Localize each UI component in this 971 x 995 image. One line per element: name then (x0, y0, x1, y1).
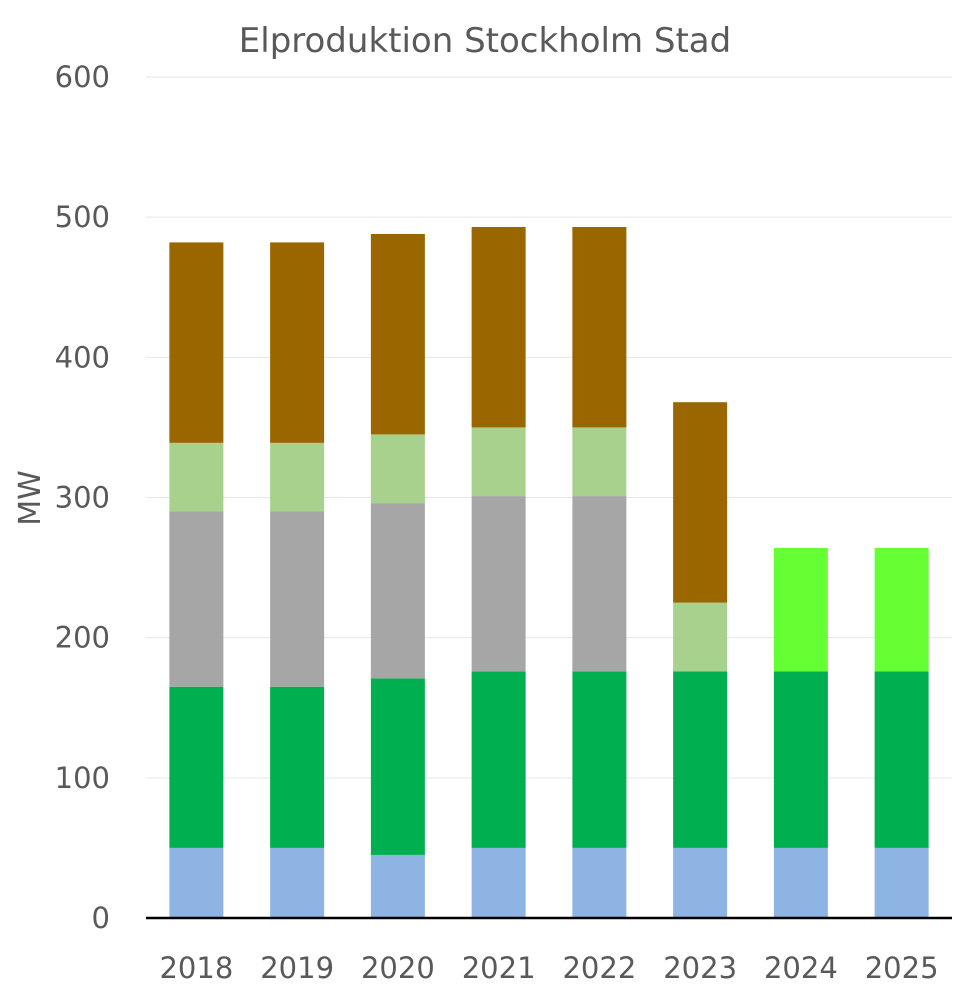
bar-segment (270, 847, 325, 918)
bar-segment (572, 847, 627, 918)
bar-segment (169, 847, 224, 918)
bar-segment (572, 226, 627, 428)
bar-segment (471, 671, 526, 848)
bar-segment (169, 686, 224, 848)
bar-segment (370, 233, 425, 435)
x-tick-label: 2023 (663, 951, 737, 985)
bar-segment (370, 434, 425, 504)
x-tick-label: 2022 (562, 951, 636, 985)
bar-segment (471, 427, 526, 497)
bar-segment (471, 847, 526, 918)
bar-segment (773, 547, 828, 672)
bar-segment (169, 242, 224, 443)
x-tick-label: 2025 (865, 951, 939, 985)
y-tick-label: 300 (55, 481, 110, 515)
bar-segment (270, 442, 325, 512)
bar-segment (874, 671, 929, 848)
bar-segment (270, 686, 325, 848)
bar-segment (673, 847, 728, 918)
x-tick-labels: 2018 2019 2020 2021 2022 2023 2024 2025 (159, 951, 938, 985)
bar-segment (572, 496, 627, 672)
x-tick-label: 2024 (764, 951, 838, 985)
bar-segment (270, 242, 325, 443)
bar-segment (673, 671, 728, 848)
y-tick-label: 0 (92, 901, 110, 935)
bar-segment (270, 511, 325, 687)
bar-segment (673, 402, 728, 603)
bar-segment (169, 442, 224, 512)
bars (169, 226, 929, 918)
chart-title: Elproduktion Stockholm Stad (239, 21, 731, 61)
x-tick-label: 2018 (159, 951, 233, 985)
y-axis-label: MW (13, 470, 48, 526)
y-tick-label: 600 (55, 60, 110, 94)
gridlines (146, 76, 952, 779)
bar-segment (673, 602, 728, 672)
x-tick-label: 2021 (462, 951, 536, 985)
y-tick-label: 400 (55, 340, 110, 374)
bar-segment (572, 427, 627, 497)
bar-segment (874, 547, 929, 672)
bar-segment (572, 671, 627, 848)
bar-segment (471, 496, 526, 672)
y-tick-labels: 0 100 200 300 400 500 600 (55, 60, 110, 935)
y-tick-label: 500 (55, 200, 110, 234)
bar-segment (471, 226, 526, 428)
y-tick-label: 200 (55, 621, 110, 655)
bar-segment (773, 847, 828, 918)
x-tick-label: 2020 (361, 951, 435, 985)
bar-segment (370, 678, 425, 855)
bar-segment (370, 503, 425, 679)
bar-segment (874, 847, 929, 918)
y-tick-label: 100 (55, 761, 110, 795)
bar-segment (169, 511, 224, 687)
bar-segment (773, 671, 828, 848)
x-tick-label: 2019 (260, 951, 334, 985)
bar-segment (370, 854, 425, 918)
